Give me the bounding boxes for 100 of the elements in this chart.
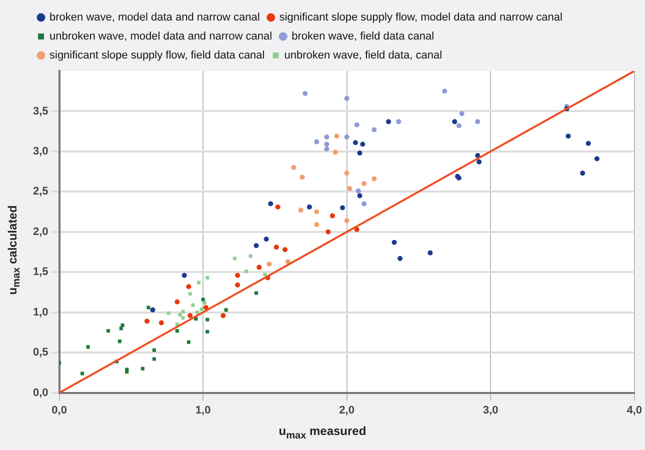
point [202,300,206,304]
y-tick-label: 1,0 [32,306,48,318]
point [334,134,340,139]
point [324,146,330,152]
point [452,119,458,124]
point [594,156,600,162]
point [314,209,320,214]
point [220,313,226,318]
point [186,340,190,344]
point [235,282,240,288]
point [354,122,360,128]
point [196,280,201,284]
point [206,318,210,322]
point [442,88,448,94]
point [344,218,350,224]
y-tick-label: 3,0 [32,145,48,158]
point [140,366,144,370]
y-tick-label: 3,5 [32,105,48,118]
point [330,213,335,218]
point [244,270,248,274]
point [362,201,367,206]
legend-label: broken wave, model data and narrow canal [50,12,260,24]
point [302,91,308,96]
point [264,236,269,242]
point [191,303,195,307]
point [206,276,210,280]
point [86,345,90,349]
point [166,311,170,315]
point [360,142,366,147]
x-tick-label: 3,0 [482,404,498,416]
point [254,291,258,295]
point [332,150,338,155]
x-tick-label: 2,0 [339,404,354,416]
point [144,318,150,324]
point [206,330,210,334]
point [152,348,156,352]
point [357,193,362,198]
point [181,316,185,320]
legend-label: broken wave, field data canal [292,30,434,43]
point [306,204,312,210]
point [106,329,110,333]
point [174,299,180,304]
point [580,170,586,176]
point [344,170,350,176]
legend-label: unbroken wave, field data, canal [284,50,442,62]
point [182,272,187,278]
point [392,240,397,245]
point [275,204,280,210]
point [256,264,262,270]
point [356,188,361,194]
point [254,243,259,248]
point [344,134,350,140]
point [235,272,240,278]
point [566,134,571,139]
point [398,256,403,261]
point [354,226,360,232]
point [475,119,480,124]
point [119,326,123,330]
point [203,305,208,310]
point [300,174,305,180]
point [200,307,204,311]
point [188,292,192,296]
y-tick-label: 0,0 [32,386,48,399]
point [120,323,124,327]
legend-label: significant slope supply flow, model data and narrow canal [279,12,562,24]
point [175,329,179,333]
point [232,256,236,260]
point [268,201,274,206]
x-axis-title: u$_{max}$ measured [278,424,368,442]
point [475,152,480,158]
legend-label: unbroken wave, model data and narrow canal [50,30,272,43]
point [224,308,228,312]
legend-label: significant slope supply flow, field data canal [50,50,265,62]
point [324,134,330,140]
point [150,307,156,312]
point [362,181,367,186]
point [396,119,402,124]
point [285,259,290,264]
point [340,205,346,210]
point [178,312,182,317]
y-tick-label: 2,5 [32,186,48,198]
point [326,229,331,234]
point [372,127,377,132]
point [298,208,304,213]
point [248,254,252,258]
point [428,250,433,256]
point [282,247,288,252]
point [266,262,272,267]
point [456,123,462,128]
point [357,150,362,156]
point [386,119,392,124]
point [188,313,193,318]
point [344,96,350,101]
x-tick-label: 4,0 [626,404,642,416]
y-tick-label: 0,5 [32,346,48,359]
point [146,306,150,310]
point [80,372,84,376]
point [274,244,279,250]
point [324,142,330,147]
point [186,284,192,290]
